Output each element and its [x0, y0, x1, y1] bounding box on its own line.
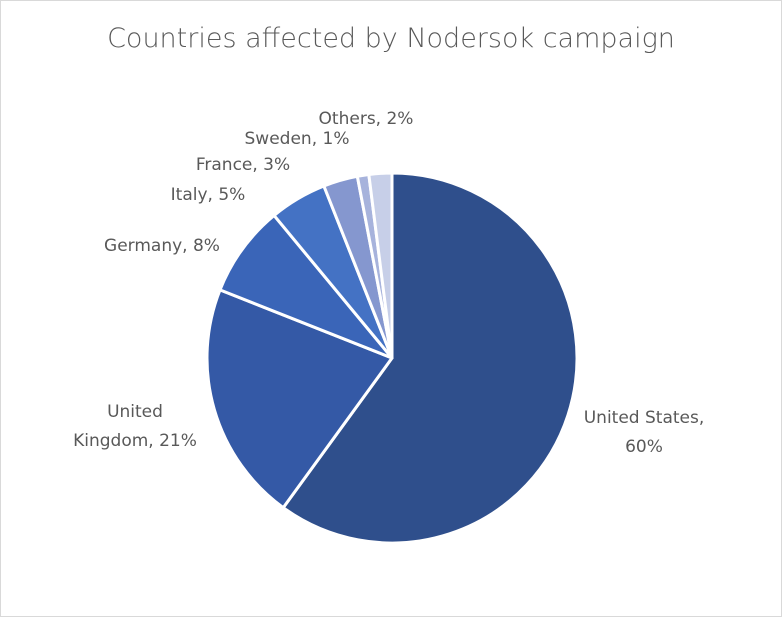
data-label-italy: Italy, 5%: [171, 185, 246, 205]
data-label-united-states: United States, 60%: [584, 408, 705, 457]
pie-slice-germany: [218, 213, 394, 360]
data-label-sweden: Sweden, 1%: [245, 129, 350, 149]
pie-slice-united-kingdom: [205, 288, 394, 510]
data-label-germany: Germany, 8%: [104, 236, 220, 256]
pie-slice-united-states: [281, 171, 579, 545]
data-label-france: France, 3%: [196, 155, 290, 175]
data-label-united-kingdom: United Kingdom, 21%: [73, 402, 197, 451]
pie-slice-others: [367, 171, 394, 360]
chart-title: Countries affected by Nodersok campaign: [107, 23, 675, 54]
data-label-others: Others, 2%: [319, 109, 414, 129]
